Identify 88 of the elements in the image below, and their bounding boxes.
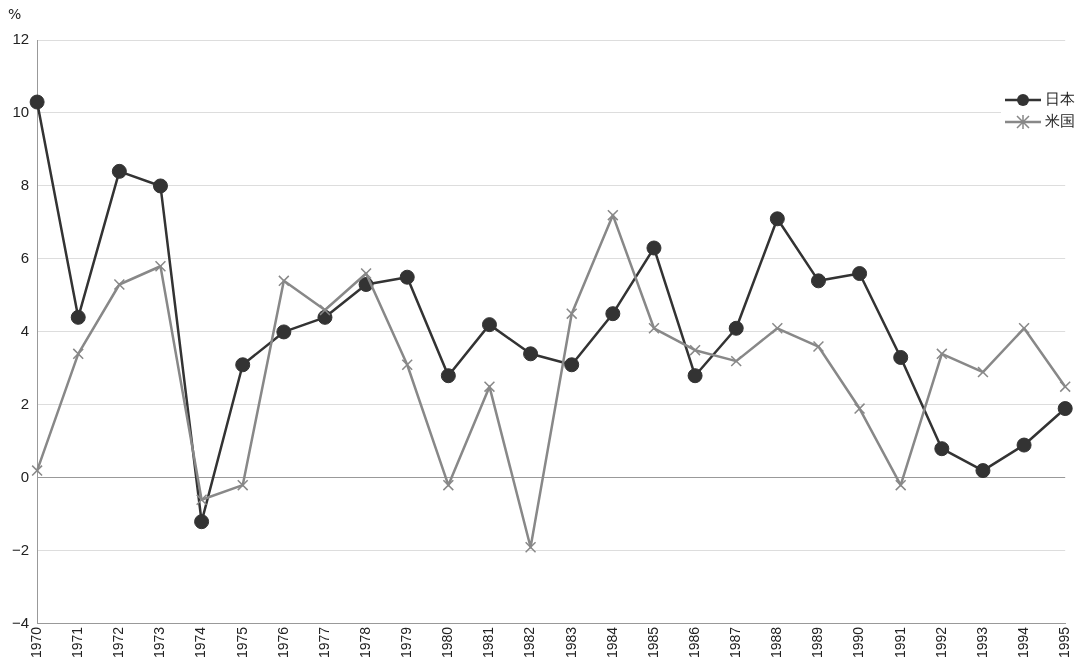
y-tick-label: 12	[12, 30, 30, 48]
y-tick-label: 4	[20, 322, 30, 340]
point	[1059, 380, 1071, 393]
y-tick-label: 6	[20, 249, 30, 267]
point	[853, 402, 866, 415]
point	[70, 309, 86, 325]
point	[237, 479, 249, 491]
y-tick-label: −2	[11, 541, 30, 559]
point	[607, 209, 619, 221]
y-tick-label: 0	[20, 468, 30, 486]
x-tick-label: 1992	[932, 626, 949, 659]
point	[235, 357, 251, 373]
x-tick-label: 1988	[768, 626, 785, 659]
point	[564, 357, 580, 373]
point	[566, 307, 578, 320]
point	[810, 273, 826, 289]
legend-label: 日本	[1045, 90, 1075, 109]
point	[319, 304, 331, 316]
point	[895, 479, 907, 491]
point	[523, 346, 539, 362]
x-tick-label: 1979	[398, 626, 415, 659]
x-tick-label: 1977	[315, 626, 332, 659]
x-tick-label: 1984	[603, 626, 620, 659]
point	[442, 479, 455, 491]
point	[278, 275, 290, 287]
point	[481, 317, 497, 333]
point	[771, 322, 784, 334]
x-tick-label: 1978	[356, 626, 373, 659]
point	[401, 359, 413, 371]
x-tick-label: 1976	[274, 626, 291, 659]
point	[72, 348, 84, 360]
point	[152, 178, 168, 194]
x-tick-label: 1980	[439, 626, 456, 659]
x-tick-label: 1981	[480, 626, 497, 659]
point	[195, 494, 208, 506]
y-tick-label: 8	[20, 176, 30, 194]
x-tick-label: 1982	[521, 626, 538, 659]
point	[360, 267, 372, 280]
point	[29, 94, 45, 110]
x-tick-label: 1990	[850, 626, 867, 659]
point	[524, 541, 537, 553]
x-tick-label: 1993	[973, 626, 990, 659]
y-tick-label: 10	[12, 103, 30, 121]
x-tick-label: 1975	[233, 626, 250, 659]
y-tick-label: −4	[11, 614, 30, 631]
x-tick-label: 1983	[562, 626, 579, 659]
x-tick-label: 1995	[1056, 626, 1073, 659]
point	[728, 320, 744, 336]
point	[483, 380, 496, 393]
x-tick-label: 1989	[809, 626, 826, 659]
point	[648, 322, 660, 334]
x-tick-label: 1991	[891, 626, 908, 659]
point	[769, 211, 785, 227]
point	[1018, 322, 1030, 334]
legend-label: 米国	[1045, 112, 1075, 131]
x-tick-label: 1985	[644, 626, 661, 659]
point	[975, 463, 991, 479]
point	[646, 240, 662, 256]
x-tick-label: 1972	[110, 626, 127, 659]
point	[687, 368, 703, 384]
point	[31, 464, 43, 477]
point	[194, 514, 210, 530]
point	[893, 349, 909, 365]
y-axis-title: %	[8, 6, 22, 22]
x-tick-label: 1974	[192, 626, 209, 659]
x-tick-label: 1973	[151, 626, 168, 659]
point	[113, 278, 126, 291]
point	[1057, 401, 1073, 417]
point	[730, 355, 742, 367]
point	[154, 260, 167, 272]
point	[440, 368, 456, 384]
point	[1016, 437, 1032, 453]
x-tick-label: 1971	[69, 626, 86, 659]
x-tick-label: 1987	[727, 626, 744, 659]
point	[934, 441, 950, 457]
y-tick-label: 2	[20, 395, 30, 413]
point	[812, 340, 825, 353]
point	[689, 344, 701, 356]
x-tick-label: 1994	[1014, 626, 1031, 659]
point	[936, 348, 948, 360]
point	[276, 324, 292, 340]
point	[852, 266, 868, 282]
x-tick-label: 1970	[27, 626, 44, 659]
point	[111, 163, 127, 179]
point	[605, 306, 621, 322]
point	[399, 269, 415, 285]
point	[977, 366, 989, 378]
x-tick-label: 1986	[685, 626, 702, 659]
